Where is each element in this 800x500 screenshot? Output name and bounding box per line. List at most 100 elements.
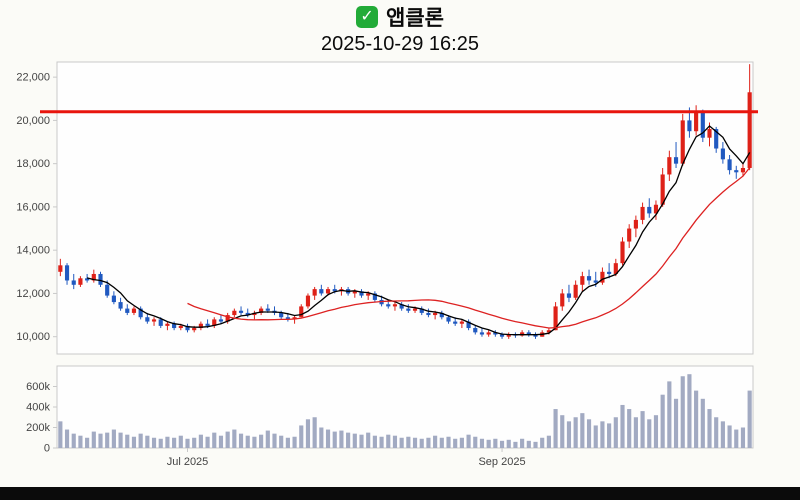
volume-bar	[386, 434, 391, 448]
candle-body	[105, 284, 110, 296]
candle-body	[319, 289, 324, 294]
candle-body	[218, 319, 224, 322]
ma-line-20	[187, 167, 751, 329]
volume-bar	[466, 434, 471, 448]
price-tick-label: 12,000	[16, 288, 50, 300]
volume-tick-label: 400k	[26, 402, 50, 414]
candle-body	[747, 92, 752, 168]
volume-bar	[165, 436, 170, 448]
volume-bar	[366, 432, 371, 449]
volume-bar	[346, 432, 351, 449]
volume-bar	[125, 434, 130, 448]
volume-bar	[225, 431, 230, 448]
volume-bar	[673, 398, 679, 448]
candle-body	[232, 310, 237, 316]
candle-body	[372, 293, 377, 300]
volume-bar	[339, 430, 344, 448]
chart-area: 10,000 12,000 14,000 16,000 18,000 20,000 22,0…	[0, 58, 800, 475]
candle-body	[265, 308, 270, 311]
candle-body	[673, 157, 679, 164]
candle-body	[245, 312, 250, 316]
candle-body	[185, 325, 190, 331]
volume-bar	[91, 431, 96, 448]
candle-body	[111, 295, 116, 303]
price-tick-label: 16,000	[16, 201, 50, 213]
volume-bar	[212, 432, 217, 449]
candle-body	[392, 304, 398, 307]
candle-body	[279, 312, 284, 318]
candle-body	[486, 332, 491, 335]
volume-bar	[299, 425, 304, 448]
candle-body	[58, 265, 63, 272]
volume-bar	[352, 433, 357, 448]
candle-body	[118, 302, 123, 309]
volume-bar	[667, 381, 672, 449]
volume-bar	[58, 421, 63, 448]
candle-body	[212, 319, 217, 326]
volume-bar	[71, 433, 76, 448]
volume-bar	[259, 434, 264, 448]
candle-body	[600, 271, 605, 283]
volume-bar	[359, 434, 364, 448]
candle-body	[312, 289, 317, 296]
volume-bar	[513, 441, 518, 448]
volume-bar	[379, 436, 384, 448]
volume-bar	[499, 440, 505, 448]
candle-body	[553, 306, 558, 331]
volume-bar	[192, 437, 197, 448]
volume-bar	[238, 433, 244, 448]
candle-body	[466, 321, 471, 329]
volume-bar	[740, 427, 746, 448]
volume-bar	[653, 415, 659, 448]
candle-body	[613, 263, 618, 274]
candle-body	[446, 317, 451, 322]
ma-line-5	[86, 125, 751, 336]
volume-bar	[272, 433, 277, 448]
volume-bar	[172, 437, 177, 448]
candle-body	[285, 317, 290, 320]
volume-bar	[118, 432, 123, 449]
volume-bar	[714, 417, 719, 448]
volume-bar	[232, 429, 237, 448]
candle-body	[332, 289, 337, 292]
volume-bar	[98, 433, 103, 448]
volume-bar	[727, 425, 732, 448]
candle-body	[740, 167, 746, 173]
candle-body	[151, 319, 157, 322]
x-tick-label: Sep 2025	[478, 456, 525, 468]
candle-body	[647, 206, 652, 214]
candle-body	[546, 330, 551, 333]
candle-body	[593, 280, 598, 283]
candle-body	[252, 312, 257, 316]
candle-body	[607, 271, 612, 274]
candle-body	[172, 323, 177, 329]
volume-bar	[607, 423, 612, 448]
volume-bar	[245, 435, 250, 448]
candle-body	[325, 289, 331, 294]
candle-body	[412, 308, 418, 311]
candle-body	[439, 312, 444, 318]
candle-body	[259, 308, 264, 313]
candle-body	[366, 293, 371, 296]
candle-body	[560, 293, 565, 307]
volume-bar	[446, 436, 451, 448]
candle-body	[145, 317, 150, 322]
candle-body	[680, 120, 685, 164]
candle-body	[205, 323, 210, 326]
volume-bar	[325, 429, 331, 448]
volume-bar	[553, 409, 558, 448]
candle-body	[506, 334, 511, 337]
volume-bar	[640, 411, 645, 448]
volume-bar	[158, 438, 163, 448]
stock-chart-svg: 10,000 12,000 14,000 16,000 18,000 20,000 22,0…	[16, 61, 758, 468]
candle-body	[85, 278, 90, 281]
price-tick-label: 18,000	[16, 158, 50, 170]
candle-body	[640, 206, 645, 220]
candle-body	[459, 321, 464, 324]
volume-bar	[573, 417, 578, 448]
volume-bar	[85, 437, 90, 448]
volume-bar	[479, 438, 485, 448]
volume-bar	[252, 436, 257, 448]
volume-bar	[279, 435, 284, 448]
